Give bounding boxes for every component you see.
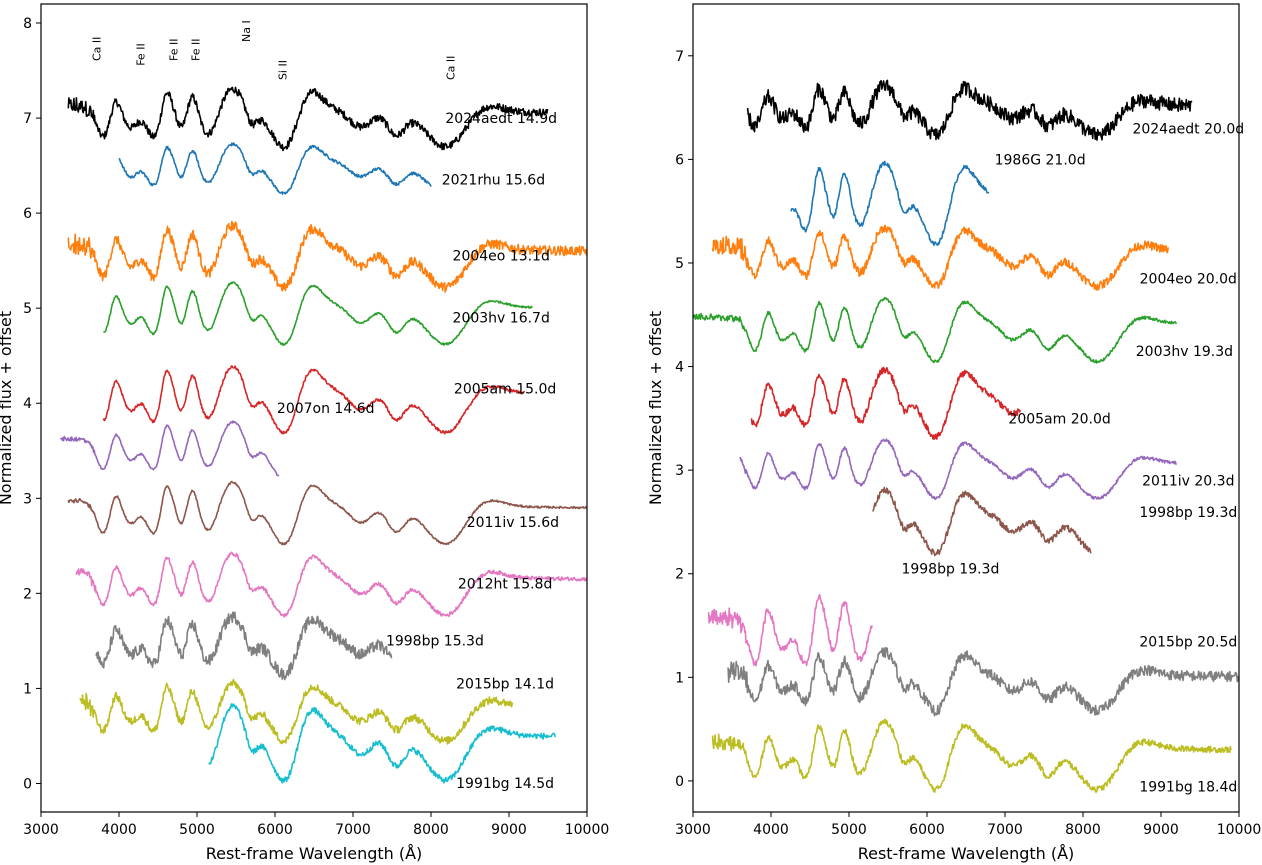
y-tick-label: 4 [23,396,32,412]
y-tick-label: 1 [23,681,32,697]
spectrum-label: 2024aedt 20.0d [1132,121,1244,137]
spectrum-label: 2003hv 16.7d [453,310,550,326]
spectrum-2003hv-19.3d [692,296,1178,364]
y-tick-label: 3 [23,491,32,507]
spectrum-label: 1986G 21.0d [995,153,1086,169]
axes-frame [692,3,1240,813]
spectrum-label: 2007on 14.6d [277,401,375,417]
x-tick-label: 6000 [909,822,945,838]
spectrum-label: 1998bp 19.3d [901,562,999,578]
y-tick-label: 5 [675,256,684,272]
y-tick-label: 6 [675,152,684,168]
spectrum-1991bg-18.4d [711,718,1232,794]
x-tick-label: 5000 [831,822,867,838]
x-tick-label: 10000 [565,822,610,838]
panel-right: 2024aedt 20.0d 1986G 21.0d 2004eo 20.0d 200… [646,3,1262,863]
x-tick-label: 8000 [413,822,449,838]
y-tick-label: 5 [23,301,32,317]
spectrum-2003hv-16.7d [103,281,533,346]
spectrum-label: 2011iv 20.3d [1142,474,1234,490]
spectrum-1998bp-19.3d [872,486,1092,557]
spectrum-1998bp-15.3d [95,611,393,681]
line-id-label: Fe II [135,43,148,65]
y-tick-label: 8 [23,16,32,32]
spectrum-label: 1991bg 14.5d [456,776,554,792]
spectrum-label: 1998bp 15.3d [386,634,484,650]
x-tick-label: 10000 [1217,822,1262,838]
spectrum-2011iv-15.6d [67,480,588,546]
spectrum-2012ht-15.8d [75,551,588,618]
spectrum-label: 2012ht 15.8d [458,577,553,593]
x-tick-label: 8000 [1065,822,1101,838]
line-id-label: Ca II [444,56,457,80]
line-id-label: Fe II [189,39,202,61]
x-tick-label: 3000 [675,822,711,838]
spectrum-2007on-14.6d [59,420,280,477]
x-tick-label: 9000 [1143,822,1179,838]
spectrum-1986G-21.0d [790,160,990,246]
x-tick-label: 7000 [335,822,371,838]
x-tick-label: 4000 [753,822,789,838]
x-tick-label: 4000 [101,822,137,838]
spectrum-2015bp-20.5d [727,646,1240,717]
spectrum-label: 2021rhu 15.6d [442,173,545,189]
y-tick-label: 3 [675,463,684,479]
y-tick-label: 0 [675,774,684,790]
spectrum-2005am-15.0d [102,365,526,435]
spectrum-label: 2003hv 19.3d [1136,344,1233,360]
line-id-label: Na I [240,20,253,42]
spectrum-label: 2011iv 15.6d [467,515,559,531]
spectrum-label: 1991bg 18.4d [1139,779,1237,795]
spectrum-label: 1998bp 19.3d [1139,505,1237,521]
spectrum-label: 2015bp 20.5d [1139,634,1237,650]
y-tick-label: 0 [23,776,32,792]
y-tick-label: 2 [675,567,684,583]
spectrum-label: 2004eo 20.0d [1140,272,1237,288]
x-tick-label: 7000 [987,822,1023,838]
x-axis-label: Rest-frame Wavelength (Å) [858,844,1075,863]
spectrum-2004eo-13.1d [67,220,588,293]
spectrum-label: 2005am 15.0d [454,382,556,398]
axes-frame [40,3,588,813]
spectrum-1991bg-14.5d [208,702,557,784]
x-tick-label: 9000 [491,822,527,838]
x-tick-label: 5000 [179,822,215,838]
spectrum-2015bp-14.1d [79,678,514,745]
y-tick-label: 7 [23,111,32,127]
line-id-label: Fe II [168,39,181,61]
x-tick-label: 6000 [257,822,293,838]
spectrum-2011iv-20.3d [739,438,1177,501]
y-axis-label: Normalized flux + offset [0,311,15,505]
spectrum-2024aedt-20.0d [746,79,1193,141]
spectrum-2005am-20.0d [750,366,1022,440]
spectrum-2004eo-20.0d [711,224,1170,291]
y-tick-label: 2 [23,586,32,602]
spectrum-2024aedt-14.9d [67,86,549,152]
y-tick-label: 7 [675,49,684,65]
spectrum-2021rhu-15.6d [118,142,432,195]
y-tick-label: 4 [675,360,684,376]
spectrum-label: 2015bp 14.1d [456,676,554,692]
panel-left: 2024aedt 14.9d 2021rhu 15.6d 2004eo 13.1d 2… [0,3,610,863]
y-axis-label: Normalized flux + offset [646,311,665,505]
x-axis-label: Rest-frame Wavelength (Å) [206,844,423,863]
spectrum-label: 2024aedt 14.9d [445,111,557,127]
spectrum-label: 2004eo 13.1d [453,249,550,265]
y-tick-label: 6 [23,206,32,222]
line-id-label: Ca II [90,37,103,61]
spectrum-1998bp-19.3d [707,593,873,667]
spectrum-label: 2005am 20.0d [1008,412,1110,428]
x-tick-label: 3000 [23,822,59,838]
line-id-label: Si II [277,60,290,80]
y-tick-label: 1 [675,670,684,686]
